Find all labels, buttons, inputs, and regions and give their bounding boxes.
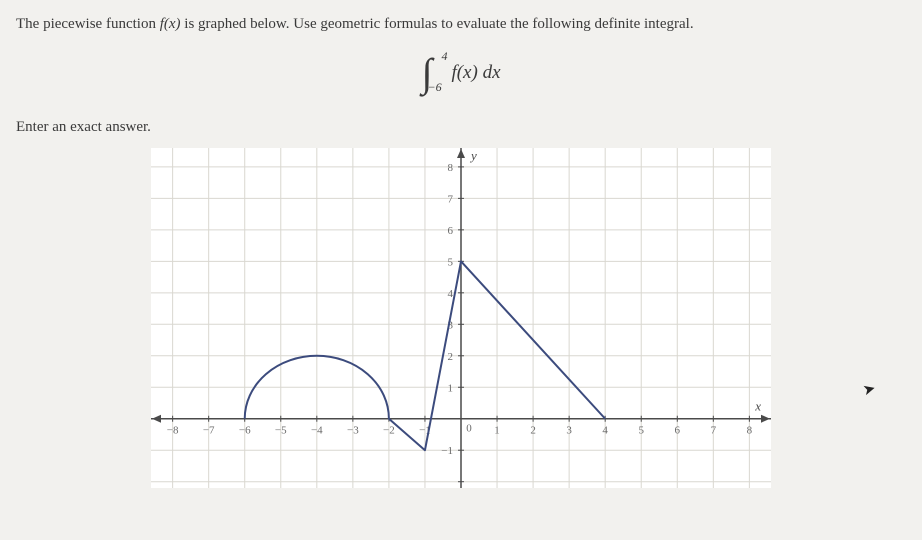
- svg-text:6: 6: [448, 225, 454, 237]
- svg-text:1: 1: [448, 382, 454, 394]
- svg-text:−2: −2: [383, 425, 395, 437]
- integrand: f(x) dx: [451, 62, 500, 83]
- svg-text:4: 4: [602, 425, 608, 437]
- integral-lower-limit: −6: [427, 80, 441, 95]
- problem-text-post: is graphed below. Use geometric formulas…: [181, 16, 694, 32]
- svg-text:x: x: [754, 399, 761, 414]
- svg-text:1: 1: [494, 425, 500, 437]
- svg-text:8: 8: [448, 162, 454, 174]
- function-name: f(x): [160, 16, 181, 32]
- problem-statement: The piecewise function f(x) is graphed b…: [16, 14, 906, 35]
- svg-text:−6: −6: [239, 425, 251, 437]
- svg-text:3: 3: [566, 425, 572, 437]
- svg-text:8: 8: [747, 425, 753, 437]
- svg-text:7: 7: [711, 425, 717, 437]
- svg-text:−3: −3: [347, 425, 359, 437]
- integral-upper-limit: 4: [441, 49, 447, 64]
- svg-text:−5: −5: [275, 425, 287, 437]
- svg-text:0: 0: [466, 423, 472, 435]
- svg-text:6: 6: [675, 425, 681, 437]
- function-graph: −8−7−6−5−4−3−2−1012345678−112345678xy: [151, 148, 771, 488]
- answer-instruction: Enter an exact answer.: [16, 119, 906, 136]
- svg-text:2: 2: [530, 425, 536, 437]
- svg-text:2: 2: [448, 351, 454, 363]
- svg-text:4: 4: [448, 288, 454, 300]
- svg-text:5: 5: [448, 256, 454, 268]
- svg-text:7: 7: [448, 193, 454, 205]
- graph-container: −8−7−6−5−4−3−2−1012345678−112345678xy: [16, 148, 906, 488]
- integral-expression: ∫ 4 −6 f(x) dx: [16, 53, 906, 101]
- svg-text:−8: −8: [167, 425, 179, 437]
- svg-text:5: 5: [638, 425, 644, 437]
- problem-text-pre: The piecewise function: [16, 16, 160, 32]
- svg-text:−4: −4: [311, 425, 323, 437]
- svg-text:−7: −7: [203, 425, 215, 437]
- svg-text:−1: −1: [441, 445, 453, 457]
- svg-text:y: y: [469, 148, 477, 163]
